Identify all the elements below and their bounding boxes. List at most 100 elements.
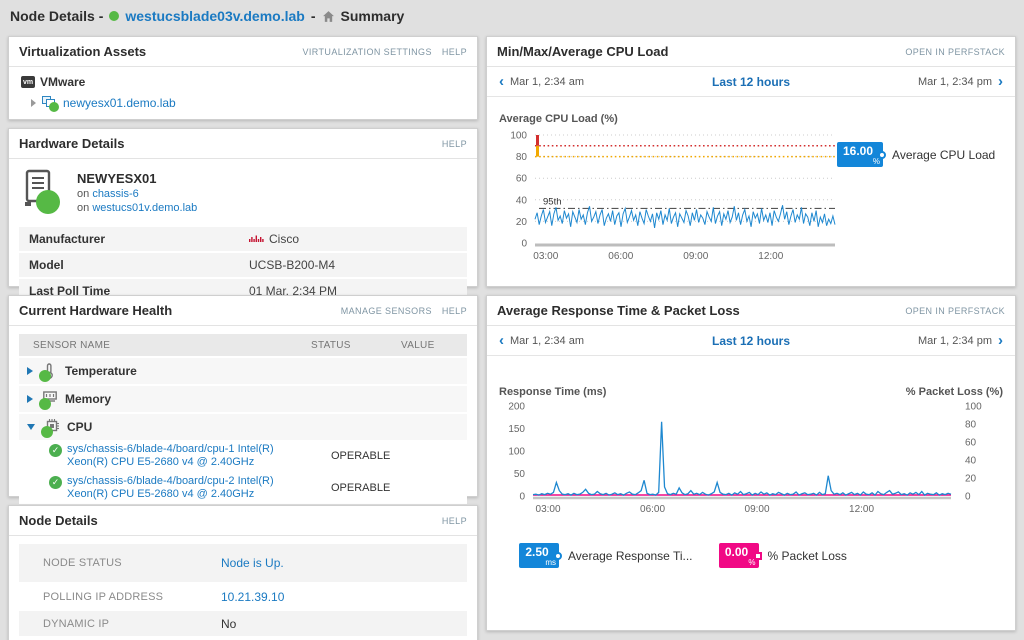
table-header-row: SENSOR NAME STATUS VALUE xyxy=(19,334,467,356)
expander-collapsed-icon[interactable] xyxy=(31,99,36,107)
legend-label: % Packet Loss xyxy=(768,549,847,563)
row-label: Manufacturer xyxy=(29,232,249,246)
cpu-load-panel: Min/Max/Average CPU Load OPEN IN PERFSTA… xyxy=(486,36,1016,287)
chevron-left-icon[interactable]: ‹ xyxy=(499,333,504,348)
chevron-left-icon[interactable]: ‹ xyxy=(499,74,504,89)
server-icon xyxy=(21,169,77,219)
panel-title: Node Details xyxy=(19,513,98,528)
time-start: Mar 1, 2:34 am xyxy=(510,335,584,347)
sensor-link[interactable]: sys/chassis-6/blade-4/board/cpu-1 Intel(… xyxy=(67,443,315,469)
open-in-perfstack-link[interactable]: OPEN IN PERFSTACK xyxy=(905,306,1005,316)
sensor-group-row: Temperature xyxy=(19,358,467,384)
value-badge: 2.50 ms xyxy=(519,543,559,568)
help-link[interactable]: HELP xyxy=(442,516,467,526)
sensor-link[interactable]: sys/chassis-6/blade-4/board/cpu-2 Intel(… xyxy=(67,475,315,501)
node-status-value[interactable]: Node is Up. xyxy=(221,556,284,570)
panel-title: Virtualization Assets xyxy=(19,44,146,59)
sensor-status-dot-icon xyxy=(39,398,51,410)
table-row: NODE STATUS Node is Up. xyxy=(19,544,467,582)
vmware-group-row: vm VMware xyxy=(21,75,465,89)
chevron-right-icon[interactable]: › xyxy=(998,74,1003,89)
cpu-chip-icon xyxy=(43,419,59,436)
help-link[interactable]: HELP xyxy=(442,47,467,57)
sensor-group-label[interactable]: CPU xyxy=(67,420,92,434)
time-range-selector[interactable]: Last 12 hours xyxy=(712,75,790,89)
hardware-health-panel: Current Hardware Health MANAGE SENSORS H… xyxy=(8,295,478,497)
value-badge: 16.00 % xyxy=(837,142,883,167)
help-link[interactable]: HELP xyxy=(442,306,467,316)
chassis-link[interactable]: chassis-6 xyxy=(92,188,138,200)
expander-collapsed-icon[interactable] xyxy=(27,395,33,403)
check-circle-icon: ✓ xyxy=(49,476,62,489)
row-label: Model xyxy=(29,258,249,272)
response-time-chart: 05010015020002040608010003:0006:0009:001… xyxy=(499,398,1005,516)
breadcrumb-node-link[interactable]: westucsblade03v.demo.lab xyxy=(125,8,304,24)
response-time-panel: Average Response Time & Packet Loss OPEN… xyxy=(486,295,1016,631)
legend-item: 16.00 % Average CPU Load xyxy=(837,142,995,167)
cpu-load-chart: 02040608010095th03:0006:0009:0012:00 xyxy=(499,125,849,267)
dynamic-ip-value: No xyxy=(221,617,236,631)
right-axis-title: % Packet Loss (%) xyxy=(906,386,1003,398)
expander-expanded-icon[interactable] xyxy=(27,424,35,430)
svg-text:06:00: 06:00 xyxy=(640,504,665,515)
panel-title: Current Hardware Health xyxy=(19,303,172,318)
row-value: Cisco xyxy=(269,232,299,246)
node-details-panel: Node Details HELP NODE STATUS Node is Up… xyxy=(8,505,478,640)
chevron-right-icon[interactable]: › xyxy=(998,333,1003,348)
sensor-status: OPERABLE xyxy=(319,450,409,462)
column-header: STATUS xyxy=(311,340,401,351)
sensor-status: OPERABLE xyxy=(319,482,409,494)
home-icon xyxy=(322,10,335,23)
series-marker-icon xyxy=(878,151,886,159)
hardware-details-panel: Hardware Details HELP NEWYESX01 on chass… xyxy=(8,128,478,287)
svg-text:0: 0 xyxy=(521,239,527,250)
thermometer-icon xyxy=(41,363,57,380)
time-range-nav: ‹ Mar 1, 2:34 am Last 12 hours Mar 1, 2:… xyxy=(487,67,1015,97)
breadcrumb-separator: - xyxy=(311,8,316,24)
panel-title: Hardware Details xyxy=(19,136,125,151)
help-link[interactable]: HELP xyxy=(442,139,467,149)
polling-ip-value[interactable]: 10.21.39.10 xyxy=(221,590,284,604)
table-row: DYNAMIC IP No xyxy=(19,611,467,636)
sensor-row: ✓ sys/chassis-6/blade-4/board/cpu-2 Inte… xyxy=(19,472,467,504)
svg-text:100: 100 xyxy=(508,447,525,458)
column-header: SENSOR NAME xyxy=(19,340,311,351)
host-link[interactable]: newyesx01.demo.lab xyxy=(63,96,176,110)
cisco-logo-icon xyxy=(249,235,264,244)
host-status-dot-icon xyxy=(49,102,59,112)
sensor-group-label[interactable]: Memory xyxy=(65,392,111,406)
svg-text:12:00: 12:00 xyxy=(758,251,783,262)
sensor-group-row: Memory xyxy=(19,386,467,412)
breadcrumb: Node Details - westucsblade03v.demo.lab … xyxy=(0,0,1024,32)
legend-label: Average Response Ti... xyxy=(568,549,693,563)
svg-text:150: 150 xyxy=(508,424,525,435)
table-row: Manufacturer Cisco xyxy=(19,227,467,251)
virtualization-assets-panel: Virtualization Assets VIRTUALIZATION SET… xyxy=(8,36,478,120)
svg-text:80: 80 xyxy=(516,152,528,163)
on-prefix: on xyxy=(77,188,89,200)
row-value: UCSB-B200-M4 xyxy=(249,258,335,272)
breadcrumb-view: Summary xyxy=(341,8,405,24)
manage-sensors-link[interactable]: MANAGE SENSORS xyxy=(341,306,432,316)
virtualization-settings-link[interactable]: VIRTUALIZATION SETTINGS xyxy=(302,47,431,57)
legend-item: 0.00 % % Packet Loss xyxy=(719,543,847,568)
node-status-dot-icon xyxy=(109,11,119,21)
svg-text:0: 0 xyxy=(519,492,525,503)
sensor-group-row: CPU xyxy=(19,414,467,440)
sensor-group-label[interactable]: Temperature xyxy=(65,364,137,378)
time-range-selector[interactable]: Last 12 hours xyxy=(712,334,790,348)
svg-text:06:00: 06:00 xyxy=(608,251,633,262)
parent-host-link[interactable]: westucs01v.demo.lab xyxy=(92,202,197,214)
open-in-perfstack-link[interactable]: OPEN IN PERFSTACK xyxy=(905,47,1005,57)
time-range-nav: ‹ Mar 1, 2:34 am Last 12 hours Mar 1, 2:… xyxy=(487,326,1015,356)
row-label: DYNAMIC IP xyxy=(43,618,183,630)
svg-text:60: 60 xyxy=(965,438,977,449)
svg-text:50: 50 xyxy=(514,469,526,480)
svg-text:20: 20 xyxy=(965,474,977,485)
table-row: POLLING IP ADDRESS 10.21.39.10 xyxy=(19,584,467,609)
svg-text:0: 0 xyxy=(965,492,971,503)
svg-text:03:00: 03:00 xyxy=(536,504,561,515)
expander-collapsed-icon[interactable] xyxy=(27,367,33,375)
panel-title: Min/Max/Average CPU Load xyxy=(497,44,668,59)
vmware-icon: vm xyxy=(21,76,35,88)
